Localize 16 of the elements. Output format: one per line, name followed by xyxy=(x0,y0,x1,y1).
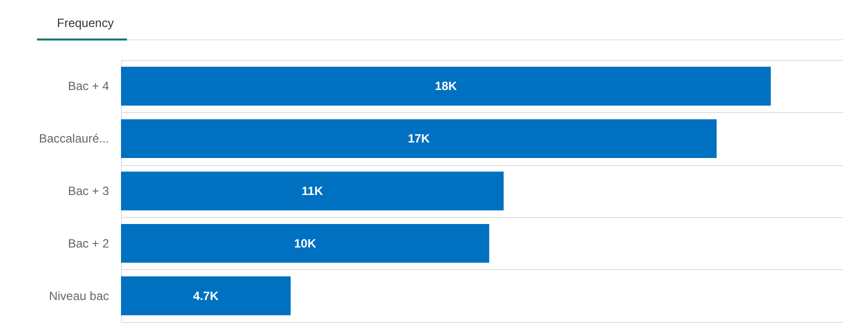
bar xyxy=(121,172,504,210)
y-tick-label: Bac + 3 xyxy=(68,184,110,198)
data-label: 10K xyxy=(294,236,316,250)
y-tick-label: Bac + 4 xyxy=(68,79,110,94)
data-label: 4.7K xyxy=(193,288,219,303)
y-tick-label: Bac + 2 xyxy=(68,236,110,250)
bar xyxy=(121,224,490,263)
chart-title: Frequency xyxy=(57,16,114,30)
data-label: 17K xyxy=(408,132,430,146)
bar xyxy=(121,119,717,158)
y-tick-label: Baccalauré... xyxy=(38,132,109,146)
bar xyxy=(121,276,291,316)
data-label: 18K xyxy=(434,79,458,94)
bar xyxy=(121,66,771,106)
data-label: 11K xyxy=(302,184,324,198)
y-tick-label: Niveau bac xyxy=(48,288,109,303)
